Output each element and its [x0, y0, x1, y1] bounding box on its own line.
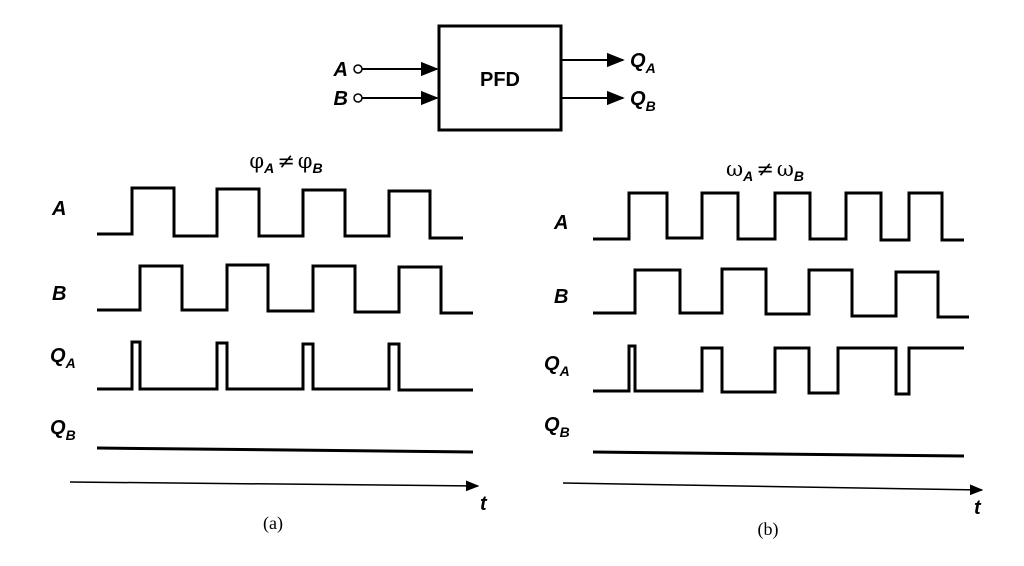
panel-b-label-b: B: [554, 286, 568, 308]
panel-a-label-b: B: [52, 283, 66, 305]
panel-b-label-a: A: [553, 212, 568, 234]
panel-b: ωA ≠ ωB A B QA QB t (b): [544, 157, 984, 540]
panel-b-label-qb: QB: [544, 414, 570, 440]
panel-b-wave-qb: [592, 450, 965, 458]
pfd-block: [437, 24, 563, 132]
panel-b-wave-b: [593, 267, 969, 319]
block-output-qb-label: QB: [630, 88, 656, 114]
panel-b-time-axis: [562, 482, 984, 496]
panel-a-wave-qa: [97, 340, 473, 392]
panel-b-title: ωA ≠ ωB: [726, 157, 804, 184]
panel-a-wave-qb: [96, 446, 474, 454]
pfd-block-diagram: A B PFD QA QB: [333, 24, 656, 132]
panel-a-axis-t-label: t: [480, 493, 488, 515]
panel-a-title: φA ≠ φB: [249, 149, 322, 176]
panel-b-label-qa: QA: [544, 353, 570, 379]
block-input-a-label: A: [333, 59, 348, 81]
panel-a-wave-a: [97, 186, 463, 240]
panel-a-label-a: A: [51, 198, 66, 220]
panel-a-wave-b: [97, 263, 473, 315]
panel-a-time-axis: [69, 480, 480, 492]
panel-b-wave-qa: [593, 344, 964, 396]
panel-a-label-qa: QA: [50, 345, 76, 371]
input-a-terminal: [353, 64, 363, 74]
panel-b-wave-a: [593, 191, 964, 242]
panel-b-caption: (b): [758, 519, 779, 540]
input-b-terminal: [353, 93, 363, 103]
panel-b-axis-t-label: t: [974, 497, 982, 519]
block-output-qa-label: QA: [630, 50, 656, 76]
pfd-block-label: PFD: [480, 69, 520, 91]
panel-a: φA ≠ φB A B QA QB t (a): [50, 149, 488, 534]
panel-a-caption: (a): [263, 513, 283, 534]
block-input-b-label: B: [334, 88, 348, 110]
panel-a-label-qb: QB: [50, 417, 76, 443]
